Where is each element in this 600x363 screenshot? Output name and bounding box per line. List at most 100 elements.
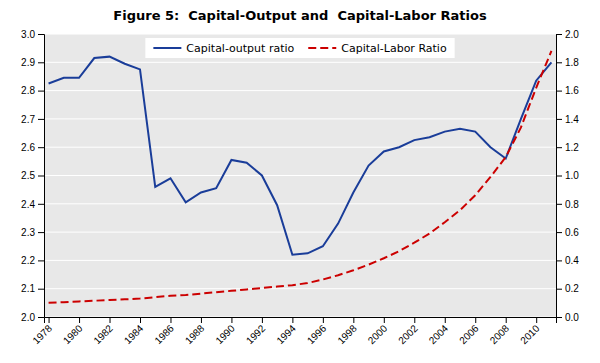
series-line — [49, 57, 552, 255]
grid-line — [44, 118, 556, 119]
tick-mark — [414, 317, 415, 323]
tick: 1998 — [335, 317, 359, 346]
tick-mark — [49, 317, 50, 323]
tick: 1984 — [122, 317, 146, 346]
tick-label: 1982 — [91, 322, 115, 346]
y2-axis: 0.0 0.2 0.4 0.6 0.8 1.0 1.2 1.4 1.6 1.8 2.0 — [556, 29, 579, 323]
tick: 1.2 — [556, 142, 579, 153]
tick: 1.0 — [556, 170, 579, 181]
tick: 2.0 — [21, 312, 44, 323]
tick: 2.7 — [21, 114, 44, 125]
tick-mark — [556, 289, 562, 290]
plot: 197819801982 19841986 19881990 19921994 1996… — [21, 29, 579, 346]
tick: 1980 — [61, 317, 85, 346]
tick-mark — [556, 260, 562, 261]
tick-mark — [170, 317, 171, 323]
grid-line — [44, 203, 556, 204]
tick-label: 0.4 — [565, 255, 579, 266]
tick-mark — [38, 119, 44, 120]
tick-label: 1994 — [274, 322, 298, 346]
tick: 1.4 — [556, 114, 579, 125]
legend-item: Capital-output ratio — [153, 42, 294, 55]
tick-label: 0.6 — [565, 227, 579, 238]
tick-label: 1.4 — [565, 114, 579, 125]
tick-mark — [556, 91, 562, 92]
tick: 2.1 — [21, 283, 44, 294]
tick-mark — [201, 317, 202, 323]
tick: 1.6 — [556, 85, 579, 96]
tick-label: 1.0 — [565, 170, 579, 181]
tick-label: 2.7 — [21, 114, 35, 125]
tick-label: 1990 — [213, 322, 237, 346]
tick-label: 1996 — [305, 322, 329, 346]
tick-label: 2008 — [488, 322, 512, 346]
grid-line — [44, 232, 556, 233]
tick: 2.2 — [21, 255, 44, 266]
tick-mark — [445, 317, 446, 323]
legend-label: Capital-output ratio — [186, 42, 294, 55]
tick: 0.8 — [556, 199, 579, 210]
tick: 2008 — [488, 317, 512, 346]
grid-line — [44, 288, 556, 289]
axis-line — [38, 35, 45, 318]
tick: 2010 — [518, 317, 542, 346]
grid-line — [44, 175, 556, 176]
tick-label: 1998 — [335, 322, 359, 346]
tick-label: 1.8 — [565, 57, 579, 68]
tick-mark — [38, 62, 44, 63]
tick-mark — [38, 34, 44, 35]
tick-mark — [79, 317, 80, 323]
legend-label: Capital-Labor Ratio — [341, 42, 447, 55]
series-line — [49, 51, 552, 303]
tick-label: 2.9 — [21, 57, 35, 68]
tick-label: 2.0 — [565, 29, 579, 40]
grid-line — [44, 90, 556, 91]
tick-label: 2.4 — [21, 199, 35, 210]
axis-line — [45, 318, 557, 324]
tick: 1994 — [274, 317, 298, 346]
tick: 1990 — [213, 317, 237, 346]
tick-mark — [38, 204, 44, 205]
tick-mark — [323, 317, 324, 323]
tick-label: 3.0 — [21, 29, 35, 40]
tick-label: 1988 — [183, 322, 207, 346]
tick: 1988 — [183, 317, 207, 346]
tick-mark — [556, 232, 562, 233]
tick-label: 0.0 — [565, 312, 579, 323]
grid-line — [44, 147, 556, 148]
tick-label: 1986 — [152, 322, 176, 346]
tick-mark — [292, 317, 293, 323]
tick: 1982 — [91, 317, 115, 346]
tick-label: 1.6 — [565, 85, 579, 96]
tick-mark — [38, 147, 44, 148]
tick-label: 2.2 — [21, 255, 35, 266]
tick-label: 2010 — [518, 322, 542, 346]
tick: 2.3 — [21, 227, 44, 238]
tick: 2.8 — [21, 85, 44, 96]
x-axis: 197819801982 19841986 19881990 19921994 1996… — [31, 317, 557, 346]
tick-mark — [475, 317, 476, 323]
tick: 0.0 — [556, 312, 579, 323]
tick: 3.0 — [21, 29, 44, 40]
tick-mark — [140, 317, 141, 323]
tick: 2.6 — [21, 142, 44, 153]
tick-label: 2.3 — [21, 227, 35, 238]
tick: 2.4 — [21, 199, 44, 210]
tick-mark — [110, 317, 111, 323]
tick: 2000 — [366, 317, 390, 346]
tick-label: 2002 — [396, 322, 420, 346]
tick-label: 2.8 — [21, 85, 35, 96]
tick-label: 1980 — [61, 322, 85, 346]
plot-background — [44, 34, 556, 317]
tick: 1992 — [244, 317, 268, 346]
tick-label: 2006 — [457, 322, 481, 346]
legend-item: Capital-Labor Ratio — [308, 42, 447, 55]
tick-mark — [506, 317, 507, 323]
tick-label: 0.2 — [565, 283, 579, 294]
tick-label: 1992 — [244, 322, 268, 346]
y-axis: 2.02.12.22.32.42.52.62.72.82.93.0 — [21, 29, 44, 323]
tick-label: 0.8 — [565, 199, 579, 210]
tick: 0.2 — [556, 283, 579, 294]
tick: 2002 — [396, 317, 420, 346]
tick-label: 1978 — [31, 322, 55, 346]
